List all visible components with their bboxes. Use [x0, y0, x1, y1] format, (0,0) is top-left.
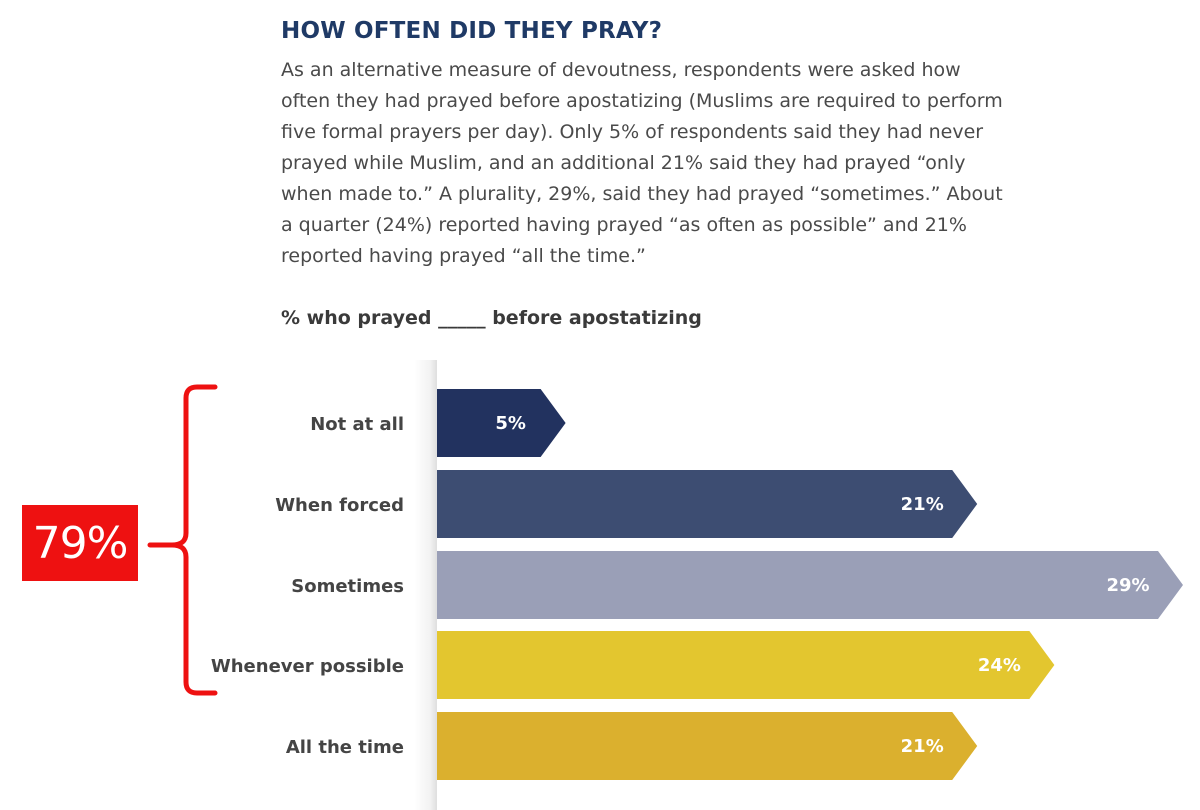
bar — [437, 470, 978, 538]
chart-subtitle: % who prayed _____ before apostatizing — [281, 307, 702, 329]
bar-value-label: 5% — [495, 413, 526, 434]
intro-line: five formal prayers per day). Only 5% of… — [281, 121, 984, 143]
category-label: Not at all — [310, 414, 404, 435]
intro-paragraph: As an alternative measure of devoutness,… — [281, 55, 1081, 272]
category-label: All the time — [286, 737, 404, 758]
intro-line: often they had prayed before apostatizin… — [281, 90, 1003, 112]
bar — [437, 389, 566, 457]
bar-value-label: 24% — [978, 655, 1021, 676]
bar — [437, 551, 1183, 619]
callout-label: 79% — [32, 517, 129, 569]
bar-value-label: 29% — [1106, 575, 1149, 596]
category-label: When forced — [275, 495, 404, 516]
axis-shadow — [414, 360, 437, 810]
intro-line: reported having prayed “all the time.” — [281, 245, 646, 267]
callout-bracket — [147, 384, 218, 696]
intro-line: when made to.” A plurality, 29%, said th… — [281, 183, 1003, 205]
category-label: Sometimes — [291, 576, 404, 597]
bar-value-label: 21% — [901, 736, 944, 757]
bar-value-label: 21% — [901, 494, 944, 515]
bar — [437, 712, 978, 780]
bar — [437, 631, 1055, 699]
intro-line: prayed while Muslim, and an additional 2… — [281, 152, 966, 174]
intro-line: a quarter (24%) reported having prayed “… — [281, 214, 967, 236]
callout-badge: 79% — [22, 505, 138, 581]
page-title: HOW OFTEN DID THEY PRAY? — [281, 18, 663, 44]
category-label: Whenever possible — [211, 656, 404, 677]
intro-line: As an alternative measure of devoutness,… — [281, 59, 961, 81]
